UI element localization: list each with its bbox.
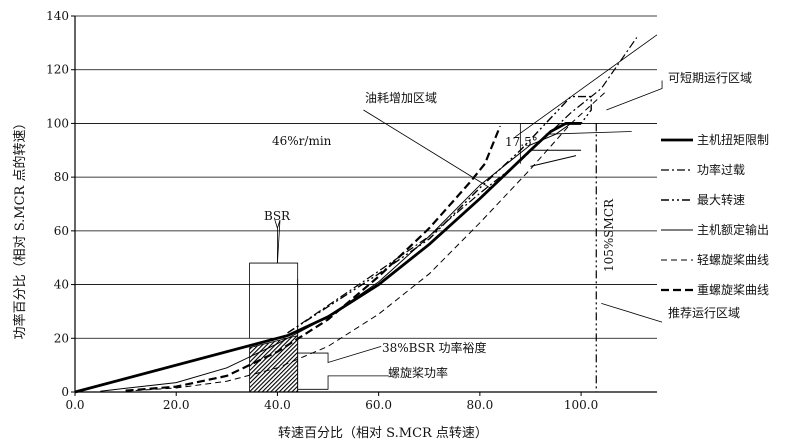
y-axis-label: 功率百分比（相对 S.MCR 点的转速） [12, 117, 28, 340]
bsr-bracket-right [277, 219, 299, 336]
y-tick-label-5: 100 [46, 116, 69, 130]
series-5 [125, 125, 502, 392]
x-tick-label-1: 20.0 [163, 398, 190, 412]
angle-arrow [530, 155, 577, 167]
series-3 [100, 123, 572, 392]
annotation-short-term: 可短期运行区域 [668, 71, 752, 85]
annotation-fuel-region: 油耗增加区域 [365, 91, 437, 105]
annotation-bsr-margin: 38%BSR 功率裕度 [382, 340, 487, 355]
legend-label-4: 轻螺旋桨曲线 [697, 253, 769, 267]
y-tick-label-7: 140 [46, 9, 69, 23]
y-tick-label-2: 40 [54, 278, 69, 292]
x-axis-label: 转速百分比（相对 S.MCR 点转速） [278, 426, 488, 441]
annotation-speed-46: 46%r/min [272, 134, 332, 148]
legend-label-2: 最大转速 [697, 192, 745, 207]
y-tick-label-1: 20 [54, 331, 69, 345]
annotation-bsr: BSR [264, 209, 291, 223]
short-term-leader-1 [515, 34, 658, 138]
annotation-angle: 17.5° [505, 135, 538, 149]
series-0 [74, 122, 582, 394]
short-term-leader-2 [606, 80, 663, 111]
series-4 [125, 90, 607, 392]
x-tick-label-3: 60.0 [365, 398, 392, 412]
legend-label-1: 功率过载 [697, 162, 745, 177]
y-tick-label-6: 120 [46, 63, 69, 77]
series-layer [74, 37, 638, 394]
series-1 [287, 37, 638, 334]
fuel-region-leader [363, 109, 491, 189]
short-term-leader-3 [545, 131, 632, 135]
y-tick-label-4: 80 [54, 170, 69, 184]
plot-extras [249, 34, 663, 393]
x-tick-label-5: 100.0 [564, 398, 598, 412]
legend-label-5: 重螺旋桨曲线 [697, 283, 769, 297]
annotation-recommended: 推荐运行区域 [668, 306, 740, 320]
annotation-speed-limit: 105%SMCR [602, 198, 616, 272]
bsr-bracket-left [249, 219, 278, 339]
grid-lines [75, 15, 657, 339]
legend-label-0: 主机扭矩限制 [697, 133, 769, 147]
bsr-margin-leader [297, 345, 382, 363]
prop-power-leader [297, 375, 389, 390]
x-tick-label-2: 40.0 [264, 398, 291, 412]
axes [74, 16, 657, 393]
x-tick-label-0: 0.0 [65, 398, 84, 412]
annotations: 油耗增加区域 46%r/min BSR 38%BSR 功率裕度 螺旋桨功率 17… [264, 71, 752, 380]
x-tick-label-4: 80.0 [467, 398, 494, 412]
recommended-leader [601, 302, 663, 323]
annotation-prop-power: 螺旋桨功率 [388, 365, 448, 380]
y-tick-label-3: 60 [54, 224, 69, 238]
tick-labels: 0 20 40 60 80 100 120 140 0.0 20.0 40.0 60.0 80.0 100… [46, 9, 598, 412]
y-tick-label-0: 0 [61, 385, 69, 399]
series-2 [287, 95, 592, 334]
legend-label-3: 主机额定输出 [697, 222, 769, 237]
